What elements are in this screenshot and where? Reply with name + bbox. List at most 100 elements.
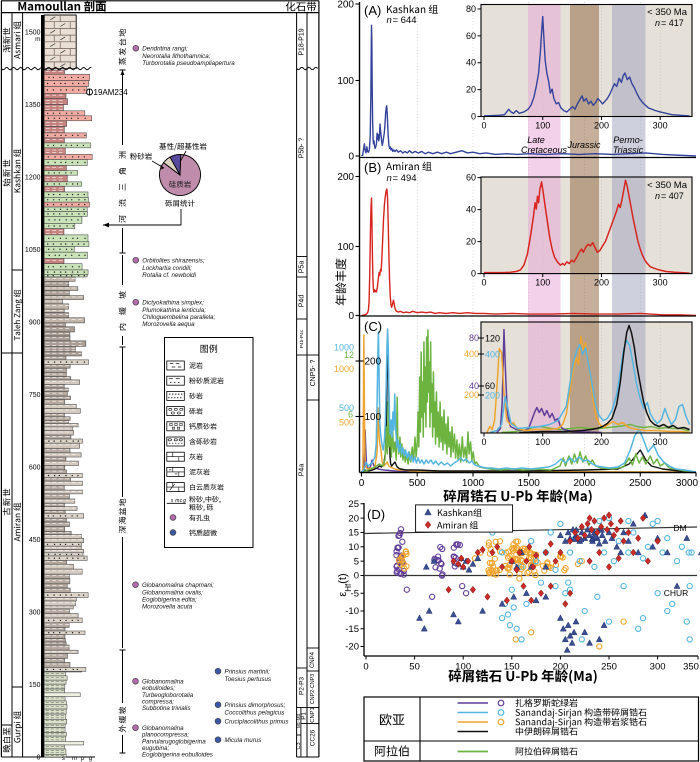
svg-text:0: 0 <box>354 571 359 582</box>
svg-text:100: 100 <box>337 242 354 253</box>
svg-text:Eoglobigerina edita;: Eoglobigerina edita; <box>142 596 197 603</box>
svg-text:CNP4: CNP4 <box>310 651 316 668</box>
svg-text:60: 60 <box>466 173 476 183</box>
svg-text:p: p <box>80 756 85 762</box>
svg-text:CHUR: CHUR <box>664 588 689 598</box>
svg-text:n: n <box>655 18 660 28</box>
svg-text:250: 250 <box>601 662 617 673</box>
svg-text:6: 6 <box>348 410 353 420</box>
svg-text:0: 0 <box>348 152 354 163</box>
svg-text:Dendritina rangi;: Dendritina rangi; <box>142 46 188 53</box>
svg-text:350: 350 <box>683 662 699 673</box>
svg-text:= 407: = 407 <box>661 191 684 201</box>
svg-text:-15: -15 <box>345 624 359 635</box>
svg-text:Permo-: Permo- <box>613 135 643 145</box>
svg-text:150: 150 <box>29 682 41 689</box>
svg-text:Lockhartia condili;: Lockhartia condili; <box>142 265 192 272</box>
svg-text:200: 200 <box>594 121 609 131</box>
svg-text:= 417: = 417 <box>661 18 684 28</box>
svg-text:eugubina;: eugubina; <box>142 745 169 752</box>
svg-text:Dictyokathina simplex;: Dictyokathina simplex; <box>142 300 204 307</box>
svg-text:Globanomalina ovalis;: Globanomalina ovalis; <box>142 589 203 596</box>
svg-text:-5: -5 <box>351 588 359 599</box>
svg-text:2000: 2000 <box>573 478 596 489</box>
svg-text:Eoglobigerina eobulloides: Eoglobigerina eobulloides <box>142 752 213 759</box>
svg-text:Jurassic: Jurassic <box>566 140 601 150</box>
svg-text:20: 20 <box>348 513 359 524</box>
svg-text:Morozovella aequa: Morozovella aequa <box>142 321 195 328</box>
svg-text:c: c <box>180 498 183 504</box>
svg-text:compressa;: compressa; <box>142 698 174 705</box>
svg-text:Rotalia cf. newboldi: Rotalia cf. newboldi <box>142 272 196 279</box>
svg-text:Globanomalina chapmani;: Globanomalina chapmani; <box>142 582 214 589</box>
svg-text:P4b-P4c: P4b-P4c <box>299 329 305 348</box>
svg-text:(A): (A) <box>364 3 381 18</box>
svg-text:0: 0 <box>481 121 486 131</box>
svg-text:50: 50 <box>409 662 420 673</box>
svg-text:0: 0 <box>363 662 368 673</box>
svg-text:Orbitolites shirazensis;: Orbitolites shirazensis; <box>142 258 205 265</box>
svg-text:(C): (C) <box>364 319 382 334</box>
svg-text:0: 0 <box>471 269 476 279</box>
svg-text:100: 100 <box>455 662 471 673</box>
svg-text:P4a: P4a <box>299 464 306 477</box>
svg-text:Triassic: Triassic <box>613 145 644 155</box>
svg-text:Turbeogloborotalia: Turbeogloborotalia <box>142 692 194 699</box>
svg-text:0: 0 <box>348 311 354 322</box>
svg-text:< 350 Ma: < 350 Ma <box>647 180 688 191</box>
svg-text:19AM234: 19AM234 <box>94 88 129 97</box>
svg-text:20: 20 <box>466 237 476 247</box>
svg-text:P5a: P5a <box>299 261 306 274</box>
svg-text:Parvularugoglobigerina: Parvularugoglobigerina <box>142 738 206 745</box>
svg-text:40: 40 <box>466 205 476 215</box>
svg-text:n: n <box>387 15 392 26</box>
svg-text:3000: 3000 <box>676 478 699 489</box>
svg-text:300: 300 <box>29 609 41 616</box>
svg-text:300: 300 <box>653 437 668 447</box>
svg-text:300: 300 <box>653 278 668 288</box>
svg-text:400: 400 <box>485 350 500 360</box>
svg-text:Turborotalia pseudoampliapertu: Turborotalia pseudoampliapertura <box>142 60 235 67</box>
svg-text:5: 5 <box>354 556 359 567</box>
svg-text:15: 15 <box>348 528 359 539</box>
svg-text:450: 450 <box>29 537 41 544</box>
svg-text:500: 500 <box>409 478 426 489</box>
svg-text:1050: 1050 <box>25 247 41 254</box>
svg-text:750: 750 <box>29 392 41 399</box>
svg-text:Prinsius martinii;: Prinsius martinii; <box>225 669 271 676</box>
svg-text:eobulloides;: eobulloides; <box>142 685 175 692</box>
svg-text:0: 0 <box>37 754 41 761</box>
svg-text:s: s <box>171 498 174 504</box>
svg-text:900: 900 <box>29 319 41 326</box>
svg-text:= 644: = 644 <box>393 15 417 26</box>
svg-text:Cretaceous: Cretaceous <box>521 145 568 155</box>
svg-text:1200: 1200 <box>25 174 41 181</box>
svg-text:Cruciplacolithus primus: Cruciplacolithus primus <box>225 719 289 726</box>
svg-text:DM: DM <box>673 523 686 533</box>
svg-text:200: 200 <box>337 172 354 183</box>
svg-text:m: m <box>35 36 40 43</box>
svg-text:0: 0 <box>481 437 486 447</box>
svg-text:g: g <box>183 498 186 504</box>
svg-text:100: 100 <box>535 121 550 131</box>
svg-text:Coccolithus pelagicus: Coccolithus pelagicus <box>225 709 285 716</box>
svg-text:< 350 Ma: < 350 Ma <box>647 7 688 18</box>
svg-text:12: 12 <box>344 350 354 360</box>
svg-text:Toesius pertusus: Toesius pertusus <box>225 676 272 683</box>
svg-text:CC26: CC26 <box>309 729 316 746</box>
svg-text:M1-M3: M1-M3 <box>296 713 301 728</box>
svg-text:Globanomalina: Globanomalina <box>142 725 184 732</box>
svg-text:-20: -20 <box>345 642 359 653</box>
svg-text:Morozovella acuta: Morozovella acuta <box>142 604 193 611</box>
svg-text:10: 10 <box>348 542 359 553</box>
svg-text:25: 25 <box>348 499 359 510</box>
svg-text:80: 80 <box>469 333 479 343</box>
svg-text:20: 20 <box>466 85 476 95</box>
svg-text:CNP1: CNP1 <box>310 707 316 722</box>
svg-text:= 494: = 494 <box>393 173 417 184</box>
svg-text:0: 0 <box>471 112 476 122</box>
svg-text:300: 300 <box>653 121 668 131</box>
svg-text:P1: P1 <box>300 712 307 720</box>
svg-text:m: m <box>175 498 179 504</box>
svg-text:P18-P19: P18-P19 <box>299 28 306 55</box>
